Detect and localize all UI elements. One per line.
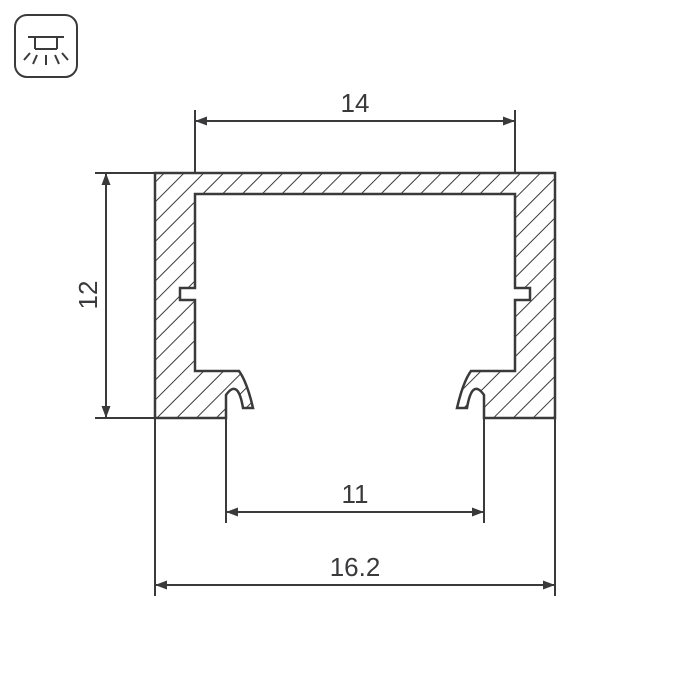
technical-drawing: 14 12 11 16.2: [0, 0, 700, 700]
dimension-label: 11: [342, 479, 369, 509]
profile-section: [155, 173, 555, 418]
dimension-label: 14: [341, 88, 370, 118]
downlight-icon: [15, 15, 77, 77]
dimension-label: 12: [73, 281, 103, 310]
dimension-label: 16.2: [330, 552, 381, 582]
